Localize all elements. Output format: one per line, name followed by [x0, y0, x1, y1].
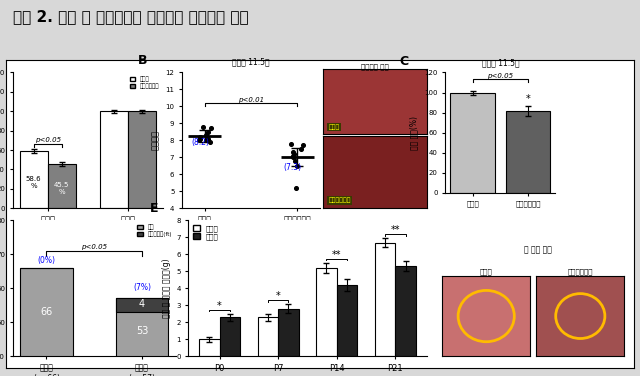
Point — [195, 134, 205, 140]
Text: C: C — [399, 55, 408, 68]
Text: (7%): (7%) — [133, 283, 151, 292]
Point — [198, 124, 209, 130]
Legend: 정상, 발가락기형(ft): 정상, 발가락기형(ft) — [136, 223, 173, 238]
Point — [205, 139, 215, 145]
Point — [203, 129, 213, 135]
Bar — [116, 299, 168, 312]
Text: 알코올섭취군: 알코올섭취군 — [328, 198, 351, 203]
Bar — [20, 268, 73, 376]
Text: *: * — [525, 94, 531, 103]
Text: 45.5
%: 45.5 % — [54, 182, 70, 195]
Point — [289, 158, 300, 164]
Bar — [48, 164, 76, 208]
Text: **: ** — [332, 250, 342, 260]
Bar — [396, 266, 416, 356]
Point — [201, 137, 211, 143]
Text: E: E — [150, 202, 159, 215]
Text: (0%): (0%) — [37, 256, 56, 265]
Point — [292, 163, 303, 169]
Text: 그림 2. 임신 전 알코올섭취 모델에서 기능저하 유도: 그림 2. 임신 전 알코올섭취 모델에서 기능저하 유도 — [13, 9, 248, 24]
Text: 66: 66 — [40, 307, 52, 317]
Text: *: * — [276, 291, 280, 301]
Bar — [506, 111, 550, 193]
Point — [202, 136, 212, 142]
Text: (8.2): (8.2) — [191, 138, 209, 147]
Bar — [375, 243, 396, 356]
Text: 배발생 11.5일: 배발생 11.5일 — [232, 58, 270, 66]
Text: B: B — [138, 55, 147, 67]
Y-axis label: 정상 비율(%): 정상 비율(%) — [410, 115, 419, 150]
Text: 53: 53 — [136, 326, 148, 336]
Text: (7.3): (7.3) — [284, 163, 301, 172]
Text: 배발생 11.5일: 배발생 11.5일 — [481, 58, 519, 67]
Bar — [258, 317, 278, 356]
Text: 눈 형성 정도: 눈 형성 정도 — [524, 245, 552, 254]
Bar — [337, 285, 357, 356]
Point — [205, 126, 216, 132]
Point — [201, 132, 211, 138]
Point — [286, 141, 296, 147]
Point — [194, 137, 204, 143]
Text: 태아형성 사진: 태아형성 사진 — [361, 63, 388, 70]
Bar — [116, 299, 168, 376]
Bar — [199, 339, 220, 356]
Text: 대조군: 대조군 — [480, 268, 493, 275]
Bar — [220, 317, 240, 356]
Point — [288, 153, 298, 159]
Bar — [451, 92, 495, 193]
Text: p<0.05: p<0.05 — [35, 137, 61, 143]
Text: p<0.05: p<0.05 — [81, 244, 108, 250]
Text: 대조군: 대조군 — [328, 124, 340, 130]
Bar — [278, 309, 299, 356]
Text: p<0.05: p<0.05 — [487, 73, 513, 79]
Y-axis label: 출산 후 개체체 몸무게(g): 출산 후 개체체 몸무게(g) — [161, 259, 171, 318]
Text: 58.6
%: 58.6 % — [26, 176, 42, 189]
Text: 4: 4 — [139, 299, 145, 309]
Point — [289, 151, 300, 157]
Point — [291, 185, 301, 191]
Point — [288, 154, 298, 160]
Bar — [316, 268, 337, 356]
Legend: 대조군, 알코올섭취군: 대조군, 알코올섭취군 — [129, 75, 161, 90]
Legend: 대조군, 알코올: 대조군, 알코올 — [192, 224, 220, 241]
Point — [195, 136, 205, 142]
Bar — [19, 152, 48, 208]
Point — [296, 146, 307, 152]
Text: **: ** — [390, 225, 400, 235]
Text: *: * — [217, 301, 222, 311]
Bar — [128, 111, 156, 208]
Text: p<0.01: p<0.01 — [238, 97, 264, 103]
Point — [288, 149, 298, 155]
Text: 알코올섭취군: 알코올섭취군 — [568, 268, 593, 275]
Bar — [100, 111, 128, 208]
Y-axis label: 착상연수: 착상연수 — [151, 130, 160, 150]
Point — [298, 143, 308, 149]
